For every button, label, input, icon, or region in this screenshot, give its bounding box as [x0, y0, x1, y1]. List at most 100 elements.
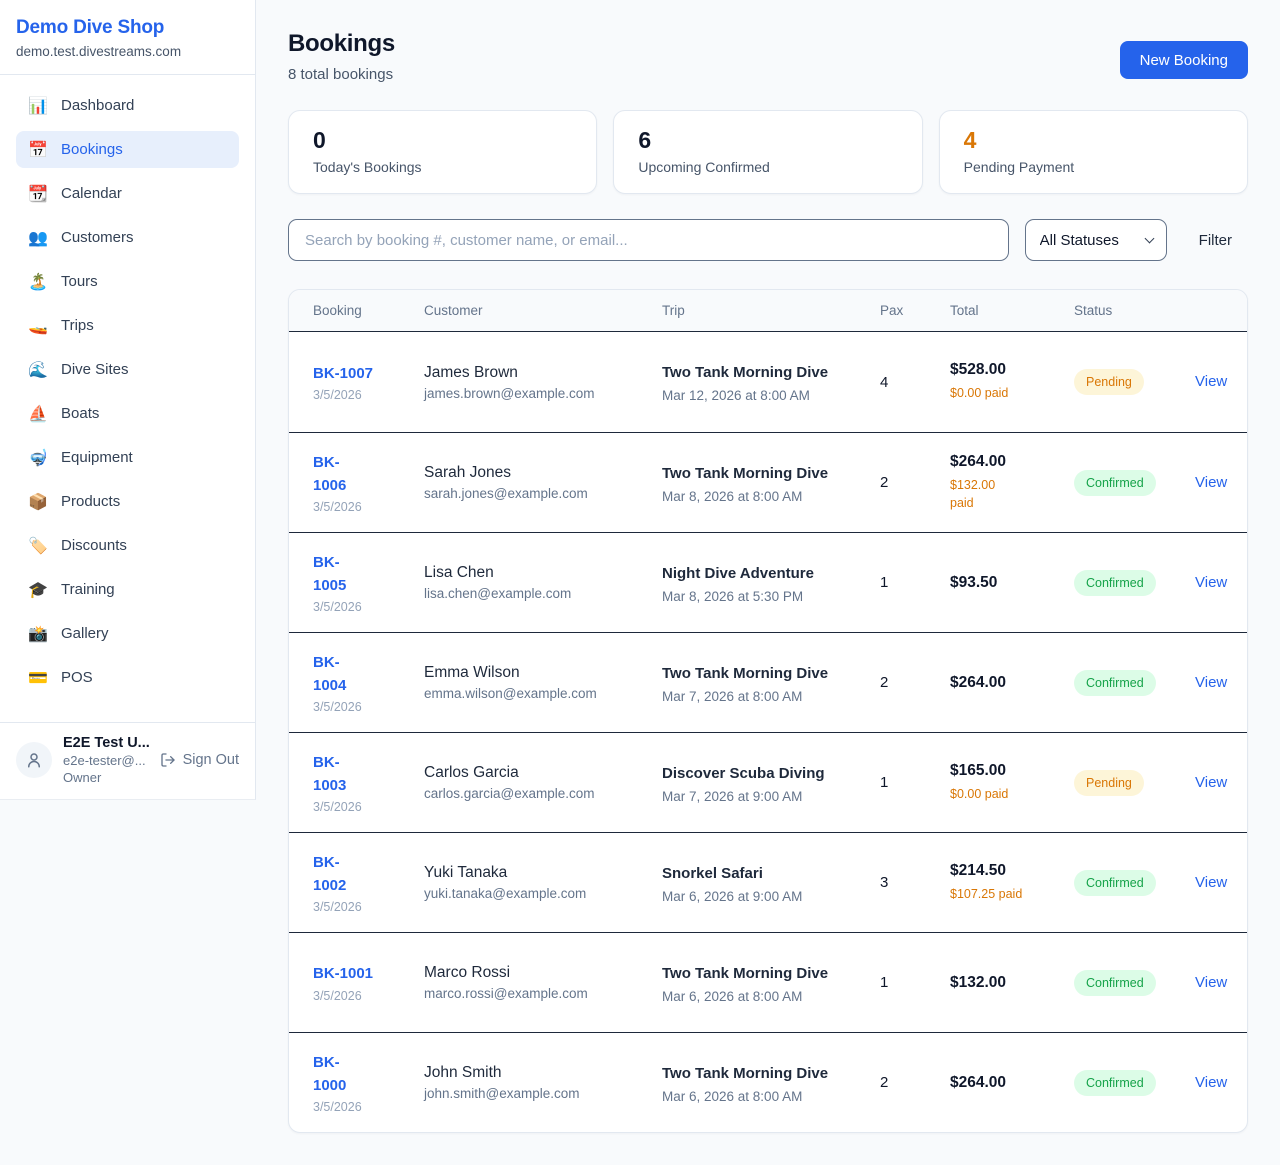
view-link[interactable]: View — [1195, 373, 1228, 390]
status-cell: Pending — [1074, 369, 1195, 395]
brand-domain: demo.test.divestreams.com — [16, 44, 182, 59]
sign-out-icon — [160, 753, 175, 767]
trip-cell: Snorkel Safari Mar 6, 2026 at 9:00 AM — [662, 862, 880, 904]
trip-name: Night Dive Adventure — [662, 564, 814, 582]
booking-id-link[interactable]: BK- 1002 — [313, 853, 347, 894]
bookings-count: 8 total bookings — [288, 66, 394, 83]
stat-value: 0 — [313, 127, 326, 153]
trip-name: Two Tank Morning Dive — [662, 364, 829, 381]
person-icon — [28, 753, 40, 768]
booking-date: 3/5/2026 — [313, 900, 362, 915]
sidebar-item-discounts[interactable]: 🏷️ Discounts — [16, 527, 239, 564]
booking-id-link[interactable]: BK- 1005 — [313, 553, 347, 594]
stat-label: Pending Payment — [963, 159, 1075, 176]
actions-cell: View — [1195, 474, 1235, 492]
status-cell: Confirmed — [1074, 469, 1195, 496]
booking-id-link[interactable]: BK- 1000 — [313, 1053, 347, 1094]
sidebar-item-label: Gallery — [61, 625, 109, 642]
stat-cards: 0 Today's Bookings 6 Upcoming Confirmed … — [288, 110, 1248, 194]
customer-email: james.brown@example.com — [424, 385, 595, 401]
booking-cell: BK- 1005 3/5/2026 — [313, 551, 424, 615]
view-link[interactable]: View — [1195, 573, 1228, 591]
tear-off-calendar-icon: 📆 — [28, 185, 48, 203]
trip-cell: Two Tank Morning Dive Mar 8, 2026 at 8:00… — [662, 462, 880, 504]
booking-date: 3/5/2026 — [313, 700, 362, 715]
table-row: BK- 1002 3/5/2026 Yuki Tanaka yuki.tanaka@e… — [289, 832, 1247, 932]
status-cell: Confirmed — [1074, 669, 1195, 696]
customer-cell: Carlos Garcia carlos.garcia@example.com — [424, 764, 662, 801]
view-link[interactable]: View — [1195, 1073, 1228, 1091]
sidebar-item-products[interactable]: 📦 Products — [16, 483, 239, 520]
trip-datetime: Mar 7, 2026 at 9:00 AM — [662, 788, 803, 804]
sidebar-item-dashboard[interactable]: 📊 Dashboard — [16, 87, 239, 124]
stat-card-todays-bookings: 0 Today's Bookings — [288, 110, 598, 194]
graduation-cap-icon: 🎓 — [28, 581, 48, 599]
user-name: E2E Test U... — [63, 735, 150, 751]
sidebar-item-customers[interactable]: 👥 Customers — [16, 219, 239, 256]
sidebar-item-gallery[interactable]: 📸 Gallery — [16, 615, 239, 652]
view-link[interactable]: View — [1195, 873, 1228, 891]
trip-datetime: Mar 8, 2026 at 5:30 PM — [662, 588, 804, 604]
booking-cell: BK-1007 3/5/2026 — [313, 362, 424, 402]
booking-id-link[interactable]: BK-1007 — [313, 364, 374, 382]
brand-name[interactable]: Demo Dive Shop — [16, 17, 165, 38]
user-info: E2E Test U... e2e-tester@... Owner — [63, 735, 150, 785]
table-row: BK- 1003 3/5/2026 Carlos Garcia carlos.garc… — [289, 732, 1247, 832]
view-link[interactable]: View — [1195, 673, 1228, 691]
view-link[interactable]: View — [1195, 473, 1228, 491]
sign-out-button[interactable]: Sign Out — [160, 752, 239, 768]
status-badge: Confirmed — [1074, 669, 1156, 696]
view-link[interactable]: View — [1195, 773, 1228, 791]
sidebar-item-dive-sites[interactable]: 🌊 Dive Sites — [16, 351, 239, 388]
paid-amount: $107.25 paid — [950, 886, 1023, 901]
trip-cell: Two Tank Morning Dive Mar 6, 2026 at 8:00… — [662, 962, 880, 1004]
status-badge: Confirmed — [1074, 569, 1156, 596]
booking-cell: BK- 1004 3/5/2026 — [313, 651, 424, 715]
trip-cell: Two Tank Morning Dive Mar 7, 2026 at 8:00… — [662, 662, 880, 704]
new-booking-button[interactable]: New Booking — [1119, 41, 1248, 79]
booking-id-link[interactable]: BK- 1003 — [313, 753, 347, 794]
sidebar-item-pos[interactable]: 💳 POS — [16, 659, 239, 696]
stat-card-upcoming-confirmed: 6 Upcoming Confirmed — [613, 110, 923, 194]
pax-cell: 1 — [880, 974, 889, 991]
sidebar-item-tours[interactable]: 🏝️ Tours — [16, 263, 239, 300]
sidebar-item-calendar[interactable]: 📆 Calendar — [16, 175, 239, 212]
sidebar-item-training[interactable]: 🎓 Training — [16, 571, 239, 608]
sidebar-item-trips[interactable]: 🚤 Trips — [16, 307, 239, 344]
booking-cell: BK- 1002 3/5/2026 — [313, 851, 424, 915]
sidebar-item-boats[interactable]: ⛵ Boats — [16, 395, 239, 432]
column-header-trip: Trip — [662, 303, 685, 318]
column-header-booking: Booking — [313, 303, 362, 318]
stat-label: Upcoming Confirmed — [638, 159, 770, 176]
trip-datetime: Mar 6, 2026 at 9:00 AM — [662, 888, 803, 904]
actions-cell: View — [1195, 874, 1235, 892]
trip-name: Two Tank Morning Dive — [662, 664, 829, 682]
actions-cell: View — [1195, 1074, 1235, 1092]
trip-datetime: Mar 8, 2026 at 8:00 AM — [662, 488, 803, 504]
sidebar-item-label: Dive Sites — [61, 361, 129, 378]
sidebar-item-equipment[interactable]: 🤿 Equipment — [16, 439, 239, 476]
status-cell: Confirmed — [1074, 969, 1195, 996]
sidebar-item-bookings[interactable]: 📅 Bookings — [16, 131, 239, 168]
total-amount: $93.50 — [950, 573, 998, 591]
booking-date: 3/5/2026 — [313, 388, 362, 403]
search-input[interactable] — [288, 219, 1009, 261]
status-select[interactable]: All Statuses — [1024, 219, 1167, 261]
booking-date: 3/5/2026 — [313, 1100, 362, 1115]
filter-button[interactable]: Filter — [1183, 232, 1248, 249]
customer-name: Marco Rossi — [424, 964, 511, 981]
booking-id-link[interactable]: BK-1001 — [313, 965, 374, 983]
total-cell: $528.00 $0.00 paid — [950, 361, 1074, 402]
calendar-date-icon: 📅 — [28, 141, 48, 159]
booking-id-link[interactable]: BK- 1004 — [313, 653, 347, 694]
customer-cell: Sarah Jones sarah.jones@example.com — [424, 464, 662, 501]
status-badge: Confirmed — [1074, 469, 1156, 496]
customer-email: yuki.tanaka@example.com — [424, 886, 587, 901]
customer-email: lisa.chen@example.com — [424, 586, 572, 601]
view-link[interactable]: View — [1195, 973, 1228, 991]
booking-id-link[interactable]: BK- 1006 — [313, 453, 347, 494]
table-row: BK- 1005 3/5/2026 Lisa Chen lisa.chen@examp… — [289, 532, 1247, 632]
brand: Demo Dive Shop demo.test.divestreams.com — [0, 0, 255, 74]
sidebar-item-label: Discounts — [61, 537, 127, 554]
